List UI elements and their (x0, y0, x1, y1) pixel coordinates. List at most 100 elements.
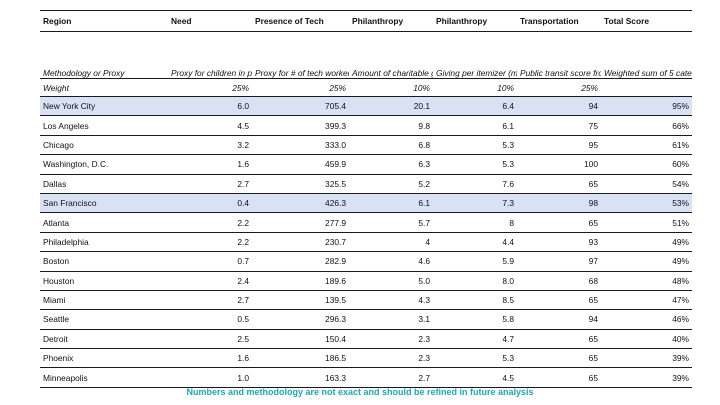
need-cell: 2.5 (168, 328, 252, 349)
giving-cell: 5.2 (349, 173, 433, 194)
tech-cell: 399.3 (252, 115, 349, 136)
need-cell: 0.4 (168, 192, 252, 213)
need-cell: 0.7 (168, 251, 252, 272)
table-row: Washington, D.C. 1.6 459.9 6.3 5.3 100 60% (40, 154, 692, 175)
weight-total (601, 78, 692, 97)
region-cell: Phoenix (40, 348, 168, 368)
transit-cell: 65 (517, 348, 601, 368)
table-row: Seattle 0.5 296.3 3.1 5.8 94 46% (40, 309, 692, 330)
total-score-cell: 66% (601, 115, 692, 136)
per-itemizer-cell: 6.4 (433, 95, 517, 116)
table-row: Philadelphia 2.2 230.7 4 4.4 93 49% (40, 231, 692, 252)
region-cell: Houston (40, 270, 168, 291)
methodology-total: Weighted sum of 5 categories (601, 31, 692, 79)
region-cell: Philadelphia (40, 231, 168, 252)
tech-cell: 282.9 (252, 251, 349, 272)
tech-cell: 426.3 (252, 192, 349, 213)
per-itemizer-cell: 5.3 (433, 134, 517, 155)
need-cell: 2.2 (168, 212, 252, 233)
tech-cell: 459.9 (252, 154, 349, 175)
transit-cell: 65 (517, 367, 601, 388)
table-row: New York City 6.0 705.4 20.1 6.4 94 95% (40, 95, 692, 116)
per-itemizer-cell: 6.1 (433, 115, 517, 136)
tech-cell: 189.6 (252, 270, 349, 291)
transit-cell: 97 (517, 251, 601, 272)
giving-cell: 2.3 (349, 348, 433, 368)
region-cell: Minneapolis (40, 367, 168, 388)
weight-row: Weight 25% 25% 10% 10% 25% (40, 78, 692, 97)
total-score-cell: 61% (601, 134, 692, 155)
total-score-cell: 60% (601, 154, 692, 175)
table-row: Boston 0.7 282.9 4.6 5.9 97 49% (40, 251, 692, 272)
need-cell: 2.2 (168, 231, 252, 252)
weight-need: 25% (168, 78, 252, 97)
total-score-cell: 47% (601, 289, 692, 310)
weight-giving: 10% (349, 78, 433, 97)
transit-cell: 68 (517, 270, 601, 291)
giving-cell: 9.8 (349, 115, 433, 136)
methodology-giving: Amount of charitable giving (metro), $B (349, 31, 433, 79)
giving-cell: 5.0 (349, 270, 433, 291)
transit-cell: 95 (517, 134, 601, 155)
tech-cell: 705.4 (252, 95, 349, 116)
region-cell: Miami (40, 289, 168, 310)
total-score-cell: 39% (601, 348, 692, 368)
total-score-cell: 49% (601, 231, 692, 252)
transit-cell: 100 (517, 154, 601, 175)
table-row: Minneapolis 1.0 163.3 2.7 4.5 65 39% (40, 367, 692, 388)
region-cell: Los Angeles (40, 115, 168, 136)
tech-cell: 139.5 (252, 289, 349, 310)
per-itemizer-cell: 4.7 (433, 328, 517, 349)
transit-cell: 65 (517, 289, 601, 310)
need-cell: 2.7 (168, 289, 252, 310)
header-region: Region (40, 10, 168, 32)
methodology-need: Proxy for children in poverty¹, M (168, 31, 252, 79)
total-score-cell: 49% (601, 251, 692, 272)
region-cell: Boston (40, 251, 168, 272)
tech-cell: 150.4 (252, 328, 349, 349)
per-itemizer-cell: 8.0 (433, 270, 517, 291)
giving-cell: 5.7 (349, 212, 433, 233)
methodology-per-itemizer: Giving per itemizer (metro), $K (433, 31, 517, 79)
need-cell: 2.7 (168, 173, 252, 194)
giving-cell: 4 (349, 231, 433, 252)
header-tech: Presence of Tech (252, 10, 349, 32)
transit-cell: 65 (517, 173, 601, 194)
transit-cell: 94 (517, 95, 601, 116)
region-cell: Seattle (40, 309, 168, 330)
giving-cell: 4.3 (349, 289, 433, 310)
weight-transit: 25% (517, 78, 601, 97)
giving-cell: 4.6 (349, 251, 433, 272)
header-philanthropy-per-itemizer: Philanthropy (433, 10, 517, 32)
methodology-label: Methodology or Proxy (40, 31, 168, 79)
per-itemizer-cell: 8 (433, 212, 517, 233)
table-row: Phoenix 1.6 186.5 2.3 5.3 65 39% (40, 348, 692, 368)
region-cell: San Francisco (40, 192, 168, 213)
need-cell: 4.5 (168, 115, 252, 136)
total-score-cell: 54% (601, 173, 692, 194)
transit-cell: 94 (517, 309, 601, 330)
per-itemizer-cell: 8.5 (433, 289, 517, 310)
need-cell: 1.0 (168, 367, 252, 388)
scoring-table: Region Need Presence of Tech Philanthrop… (40, 10, 692, 388)
need-cell: 2.4 (168, 270, 252, 291)
total-score-cell: 51% (601, 212, 692, 233)
table-row: Atlanta 2.2 277.9 5.7 8 65 51% (40, 212, 692, 233)
per-itemizer-cell: 5.3 (433, 348, 517, 368)
tech-cell: 277.9 (252, 212, 349, 233)
region-cell: Dallas (40, 173, 168, 194)
tech-cell: 186.5 (252, 348, 349, 368)
tech-cell: 333.0 (252, 134, 349, 155)
need-cell: 0.5 (168, 309, 252, 330)
giving-cell: 20.1 (349, 95, 433, 116)
giving-cell: 3.1 (349, 309, 433, 330)
tech-cell: 230.7 (252, 231, 349, 252)
giving-cell: 2.7 (349, 367, 433, 388)
weight-per-itemizer: 10% (433, 78, 517, 97)
header-philanthropy-amount: Philanthropy (349, 10, 433, 32)
total-score-cell: 46% (601, 309, 692, 330)
header-transportation: Transportation (517, 10, 601, 32)
table-row: Miami 2.7 139.5 4.3 8.5 65 47% (40, 289, 692, 310)
per-itemizer-cell: 7.6 (433, 173, 517, 194)
transit-cell: 98 (517, 192, 601, 213)
